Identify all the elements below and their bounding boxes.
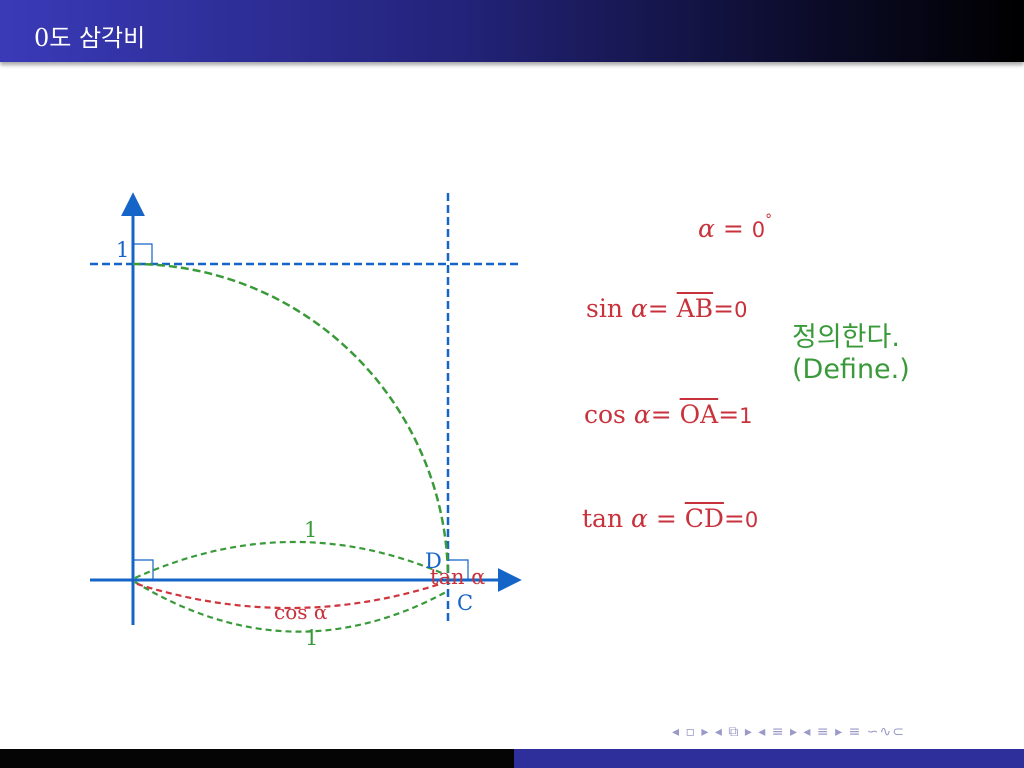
title-bar: 0도 삼각비	[0, 0, 1024, 62]
label-point-c: C	[457, 591, 473, 615]
alpha-value: 0	[751, 218, 766, 242]
alpha-equals: =	[714, 214, 752, 243]
sin-func: sin	[586, 294, 631, 323]
segment-ab: AB	[676, 294, 714, 323]
right-angle-mark-y	[133, 243, 153, 264]
tan-equation: tan α = CD=0	[582, 504, 758, 533]
definition-note: 정의한다. (Define.)	[792, 322, 910, 386]
cos-value: 1	[739, 404, 753, 428]
radius-arc-lower	[134, 581, 447, 633]
label-cos-alpha: cos α	[274, 600, 327, 624]
footer-bar-right	[514, 749, 1024, 768]
degree-symbol: °	[765, 211, 773, 228]
alpha-symbol: α	[698, 214, 715, 243]
label-one-y-axis: 1	[116, 238, 129, 262]
tan-var: α	[631, 504, 648, 533]
sin-equals: =	[647, 294, 677, 323]
sin-equals-2: =	[713, 294, 735, 323]
slide-title: 0도 삼각비	[34, 24, 146, 52]
cos-brace	[136, 582, 441, 610]
label-one-upper-arc: 1	[304, 518, 317, 542]
right-angle-mark-c	[448, 559, 469, 580]
origin-point	[131, 578, 135, 582]
navigation-controls[interactable]: ◂ ▫ ▸ ◂ ⧉ ▸ ◂ ≡ ▸ ◂ ≡ ▸ ≡ ∽∿⊂	[672, 724, 905, 740]
sin-var: α	[630, 294, 648, 323]
label-one-lower-arc: 1	[305, 626, 318, 650]
tan-equals: =	[647, 504, 685, 533]
segment-cd: CD	[684, 504, 724, 533]
cos-equation: cos α= OA=1	[584, 400, 753, 429]
definition-english: (Define.)	[792, 354, 910, 385]
tan-value: 0	[744, 508, 759, 532]
right-angle-mark-origin	[133, 559, 154, 580]
unit-circle-arc	[132, 262, 450, 581]
sin-value: 0	[734, 298, 748, 322]
sin-equation: sin α= AB=0	[586, 294, 747, 323]
radius-arc-upper	[134, 540, 445, 580]
cos-equals: =	[650, 400, 680, 429]
footer-bar-left	[0, 749, 514, 768]
segment-oa: OA	[679, 400, 719, 429]
cos-func: cos	[584, 400, 634, 429]
definition-korean: 정의한다.	[792, 322, 900, 353]
tan-equals-2: =	[723, 504, 745, 533]
label-tan-alpha: tan α	[430, 565, 485, 589]
alpha-equation: α = 0°	[698, 211, 773, 243]
tan-func: tan	[582, 504, 631, 533]
cos-equals-2: =	[718, 400, 740, 429]
label-point-d: D	[425, 549, 442, 573]
cos-var: α	[633, 400, 651, 429]
